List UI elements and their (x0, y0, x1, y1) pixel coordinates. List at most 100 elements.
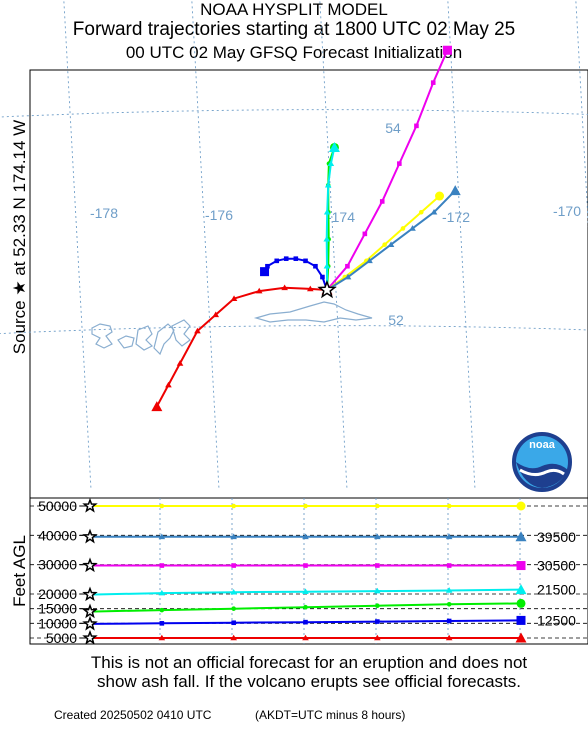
latitude-gridline (0, 325, 588, 335)
height-point-steelblue (374, 533, 381, 540)
model-title: NOAA HYSPLIT MODEL (200, 0, 388, 19)
height-point-blue (159, 621, 165, 626)
height-series-green (82, 598, 526, 619)
height-point-cyan (302, 588, 309, 594)
trajectory-point-blue (274, 258, 280, 264)
trajectory-point-blue (313, 263, 318, 269)
height-point-green (375, 603, 380, 609)
height-source-star (82, 603, 98, 619)
height-x-tick-label: 22 (369, 651, 383, 652)
height-point-green (231, 606, 236, 611)
height-point-red (445, 634, 453, 641)
height-source-star (82, 629, 98, 645)
height-source-star (82, 615, 98, 631)
height-point-magenta (231, 563, 236, 568)
longitude-label: -170 (553, 203, 581, 219)
trajectory-point-magenta (397, 161, 402, 166)
height-source-star (82, 586, 98, 602)
trajectory-point-red (176, 360, 184, 366)
trajectory-point-red (212, 311, 220, 318)
source-star-map (317, 279, 337, 299)
height-y-tick-label: 30000 (38, 557, 77, 573)
height-source-star (82, 497, 98, 513)
trajectory-point-blue (283, 256, 289, 261)
height-point-red (374, 634, 381, 641)
trajectory-point-steelblue (409, 225, 416, 231)
height-y-tick-label: 15000 (38, 601, 77, 617)
height-x-tick-label: 00 (513, 651, 527, 652)
coastline-island-west-5 (171, 319, 191, 347)
disclaimer-line-1: This is not an official forecast for an … (90, 653, 528, 672)
height-point-cyan (445, 587, 453, 593)
trajectory-point-yellow (418, 209, 424, 215)
trajectory-map: -178 -176 -174 -172 -170 54 52 noaa (0, 0, 588, 499)
height-point-magenta (446, 563, 452, 568)
height-x-tick-label: 19 (153, 651, 167, 652)
created-timestamp: Created 20250502 0410 UTC (54, 708, 212, 722)
height-point-magenta (159, 563, 165, 568)
height-point-yellow (516, 501, 526, 511)
height-point-magenta (303, 563, 308, 568)
trajectory-title: Forward trajectories starting at 1800 UT… (72, 19, 516, 40)
height-series-red (82, 629, 527, 645)
trajectory-line-magenta (326, 49, 449, 291)
trajectory-point-blue (260, 267, 270, 277)
height-series-blue: 12500 (82, 612, 576, 631)
disclaimer: This is not an official forecast for an … (30, 653, 588, 691)
height-y-tick-label: 20000 (38, 586, 77, 602)
height-point-red (515, 632, 527, 643)
trajectory-point-red (194, 327, 201, 334)
trajectory-point-blue (303, 258, 308, 264)
height-point-blue (231, 620, 236, 626)
height-point-steelblue (515, 531, 527, 542)
trajectory-point-red (255, 287, 263, 294)
height-point-blue (303, 619, 308, 625)
height-point-red (158, 634, 166, 641)
trajectory-point-yellow (382, 242, 387, 247)
map-gridlines: -178 -176 -174 -172 -170 54 52 (0, 0, 588, 488)
trajectory-point-magenta (430, 80, 436, 85)
trajectory-point-cyan (323, 235, 331, 242)
height-y-tick-label: 50000 (38, 498, 77, 514)
trajectory-point-steelblue (366, 257, 373, 264)
coastline-aleutians (91, 301, 373, 356)
longitude-label: -174 (327, 209, 355, 225)
height-point-green (446, 601, 452, 607)
height-end-label: 12500 (537, 612, 576, 628)
noaa-logo-text: noaa (529, 439, 556, 451)
trajectory-point-red (281, 284, 288, 291)
trajectory-point-cyan (323, 208, 331, 215)
trajectory-point-cyan (323, 262, 331, 269)
trajectory-point-red (165, 381, 172, 388)
coastline-island-west-3 (135, 325, 154, 351)
longitude-label: -178 (90, 205, 118, 221)
height-series: 39500 30500 21500 12500 (82, 497, 576, 645)
trajectory-point-magenta (345, 263, 350, 269)
hysplit-chart: -178 -176 -174 -172 -170 54 52 noaa 50000 40000… (0, 0, 588, 652)
initialization-subtitle: 00 UTC 02 May GFSQ Forecast Initializati… (125, 43, 463, 62)
trajectory-point-cyan (327, 160, 335, 166)
trajectory-point-red (230, 295, 238, 301)
trajectory-line-red (155, 286, 328, 408)
coastline-island-west-2 (117, 335, 135, 349)
trajectory-point-magenta (414, 123, 419, 129)
height-point-cyan (230, 588, 237, 595)
trajectory-point-magenta (379, 199, 385, 204)
height-point-steelblue (158, 533, 166, 540)
height-series-yellow (82, 497, 526, 513)
trajectory-point-magenta (362, 231, 368, 237)
coastline-island-west-4 (153, 323, 175, 356)
height-series-steelblue: 39500 (82, 528, 576, 545)
trajectory-point-blue (320, 274, 325, 280)
height-point-cyan (515, 584, 527, 595)
latitude-gridline (0, 109, 588, 118)
coastline-island-west-1 (91, 323, 113, 349)
trajectory-point-yellow (435, 191, 445, 201)
height-series-magenta: 30500 (82, 557, 576, 574)
height-point-yellow (446, 503, 452, 509)
height-point-cyan (374, 587, 381, 594)
height-point-green (159, 607, 165, 613)
latitude-label: 54 (385, 120, 401, 136)
height-point-red (230, 634, 237, 641)
